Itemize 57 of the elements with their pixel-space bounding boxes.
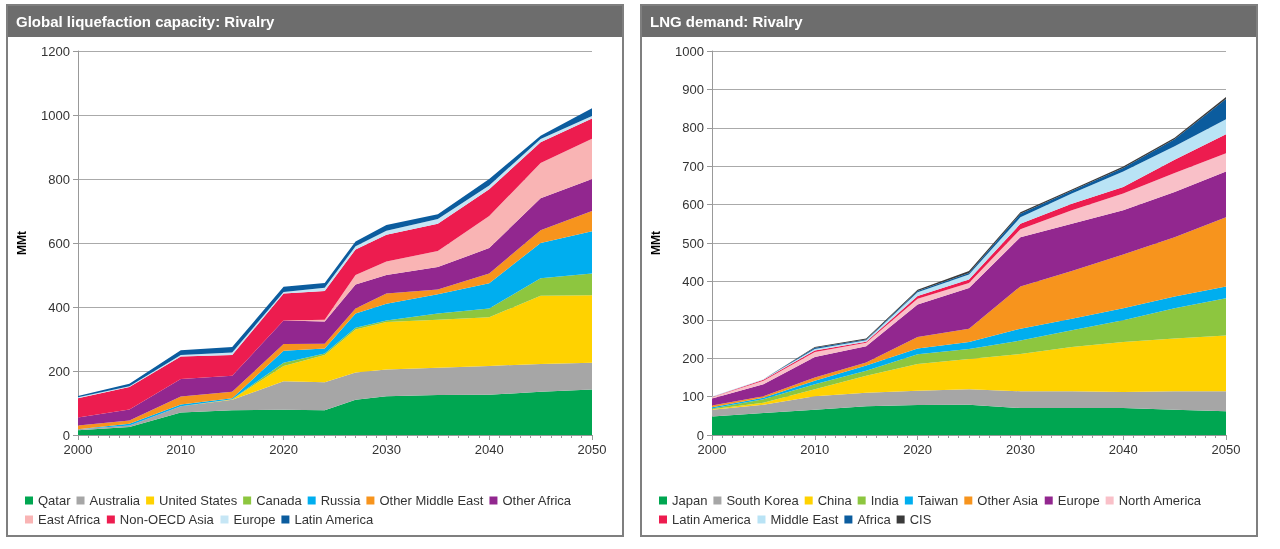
x-tick-label: 2040	[1108, 442, 1138, 457]
legend-label: Other Asia	[977, 493, 1039, 508]
x-tick-label: 2020	[269, 442, 299, 457]
y-tick-label: 800	[682, 120, 704, 136]
legend-label: Africa	[857, 512, 892, 527]
legend-label: Japan	[672, 493, 708, 508]
legend-label: East Africa	[38, 512, 101, 527]
x-tick-label: 2050	[577, 442, 607, 457]
y-tick-label: 600	[48, 235, 70, 251]
legend-label: North America	[1118, 493, 1202, 508]
y-tick-label: 500	[682, 235, 704, 251]
x-tick-label: 2000	[697, 442, 727, 457]
y-axis-title: MMt	[649, 231, 663, 255]
legend-label: Canada	[256, 493, 303, 508]
y-tick-label: 900	[682, 81, 704, 97]
legend-label: Middle East	[770, 512, 839, 527]
y-tick-label: 700	[682, 158, 704, 174]
y-tick-label: 1000	[675, 43, 704, 59]
y-tick-label: 100	[682, 389, 704, 405]
y-tick-label: 1200	[41, 43, 70, 59]
y-tick-label: 0	[62, 427, 70, 443]
x-tick-label: 2040	[474, 442, 504, 457]
y-tick-label: 200	[48, 363, 70, 379]
legend-label: Europe	[1057, 493, 1100, 508]
y-tick-label: 400	[48, 299, 70, 315]
chart-title: LNG demand: Rivalry	[642, 6, 1256, 37]
legend-label: Europe	[233, 512, 276, 527]
legend-label: Russia	[320, 493, 362, 508]
x-tick-label: 2010	[800, 442, 830, 457]
legend-label: United States	[159, 493, 238, 508]
y-tick-label: 600	[682, 197, 704, 213]
legend-label: Other Africa	[502, 493, 572, 508]
chart-title: Global liquefaction capacity: Rivalry	[8, 6, 622, 37]
legend-label: Non-OECD Asia	[119, 512, 215, 527]
legend-label: Taiwan	[917, 493, 959, 508]
legend-label: Latin America	[294, 512, 374, 527]
x-tick-label: 2050	[1211, 442, 1241, 457]
legend-label: Qatar	[38, 493, 72, 508]
x-tick-label: 2000	[63, 442, 93, 457]
y-tick-label: 300	[682, 312, 704, 328]
legend-label: Latin America	[672, 512, 752, 527]
y-tick-label: 200	[682, 350, 704, 366]
legend-label: Australia	[89, 493, 141, 508]
legend-label: China	[817, 493, 853, 508]
y-tick-label: 400	[682, 273, 704, 289]
legend-label: Other Middle East	[379, 493, 484, 508]
x-tick-label: 2030	[1005, 442, 1035, 457]
legend-label: CIS	[909, 512, 932, 527]
y-axis-title: MMt	[15, 231, 29, 255]
legend-label: India	[870, 493, 900, 508]
y-tick-label: 1000	[41, 107, 70, 123]
x-tick-label: 2010	[166, 442, 196, 457]
x-tick-label: 2020	[903, 442, 933, 457]
x-tick-label: 2030	[371, 442, 401, 457]
legend-label: South Korea	[726, 493, 800, 508]
y-tick-label: 0	[696, 427, 704, 443]
y-tick-label: 800	[48, 171, 70, 187]
